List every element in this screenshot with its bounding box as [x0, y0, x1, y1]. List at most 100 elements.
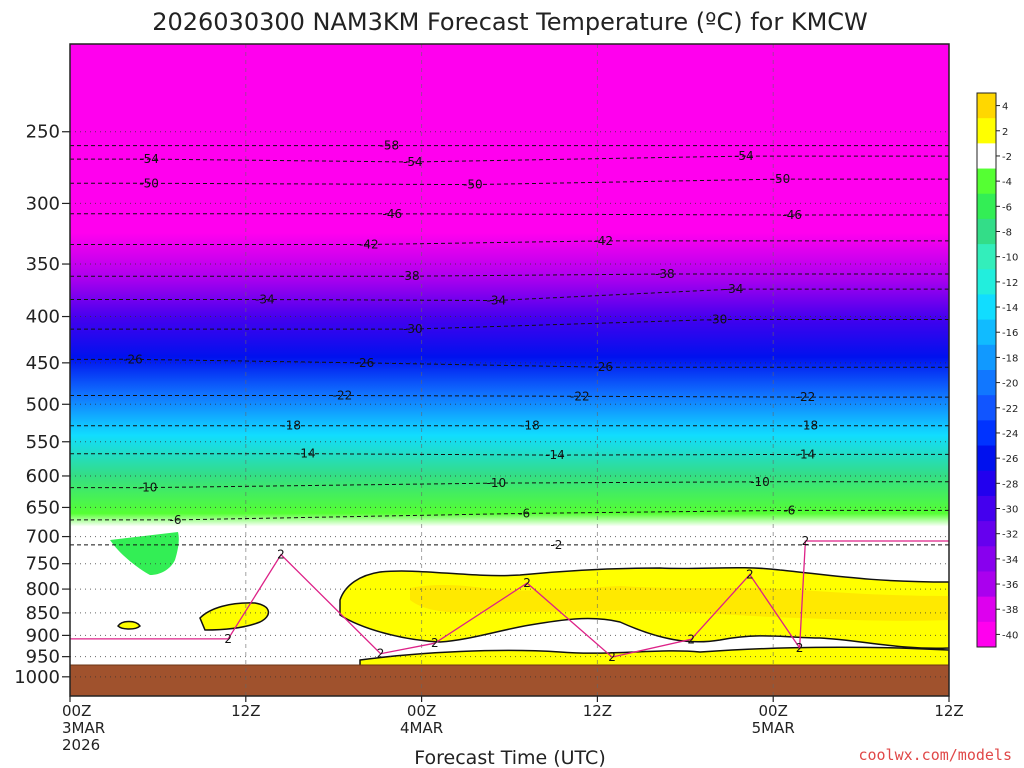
- y-axis: 2503003504004505005506006507007508008509…: [14, 122, 70, 688]
- colorbar-label: 4: [1002, 102, 1008, 113]
- contour-label: -38: [655, 267, 675, 281]
- contour-label: 2: [277, 548, 285, 562]
- colorbar-swatch: [977, 621, 996, 648]
- contour-label: -42: [593, 234, 613, 248]
- contour-label: -6: [169, 513, 181, 527]
- colorbar-label: -22: [1002, 404, 1018, 415]
- contour-label: -2: [550, 538, 562, 552]
- contour-label: -18: [281, 419, 301, 433]
- credit-text: coolwx.com/models: [858, 746, 1012, 764]
- colorbar-swatch: [977, 319, 996, 346]
- contour-lines: -58-54 -54 -54-50 -50 -50-46 -46-42 -42-38 -38-…: [70, 139, 949, 664]
- colorbar-swatch: [977, 143, 996, 170]
- colorbar-label: -16: [1002, 328, 1018, 339]
- colorbar-swatch: [977, 470, 996, 497]
- contour-label: -38: [400, 269, 420, 283]
- x-tick-label: 2026: [62, 736, 100, 754]
- contour-label: -46: [382, 207, 402, 221]
- x-tick-label: 12Z: [583, 702, 612, 720]
- y-tick-label: 550: [26, 432, 60, 453]
- isotherm-line: [70, 178, 949, 186]
- contour-label: -58: [380, 139, 400, 153]
- y-tick-label: 800: [26, 579, 60, 600]
- colorbar-label: -12: [1002, 278, 1018, 289]
- contour-label: -54: [403, 155, 423, 169]
- plot-area: -58-54 -54 -54-50 -50 -50-46 -46-42 -42-38 -38-…: [70, 44, 949, 696]
- colorbar-swatch: [977, 420, 996, 447]
- colorbar-label: -34: [1002, 555, 1018, 566]
- colorbar-label: -2: [1002, 152, 1012, 163]
- colorbar-swatch: [977, 546, 996, 572]
- contour-label: -50: [139, 176, 159, 190]
- contour-label: 2: [224, 632, 232, 646]
- contour-label: -14: [545, 448, 565, 462]
- y-tick-label: 300: [26, 193, 60, 214]
- contour-label: -34: [724, 282, 744, 296]
- isotherm-line: [70, 155, 949, 163]
- contour-label: 2: [746, 568, 754, 582]
- contour-label: -34: [255, 292, 275, 306]
- colorbar-swatch: [977, 571, 996, 598]
- warm-blob-left: [199, 602, 270, 631]
- x-tick-label: 3MAR: [62, 719, 105, 737]
- y-tick-label: 750: [26, 554, 60, 575]
- colorbar-border: [976, 92, 997, 648]
- isotherm-line: [70, 319, 949, 330]
- colorbar-swatch: [977, 521, 996, 547]
- y-tick-label: 400: [26, 307, 60, 328]
- colorbar-label: -36: [1002, 580, 1018, 591]
- colorbar-label: -18: [1002, 353, 1018, 364]
- colorbar-swatch: [977, 193, 996, 220]
- colorbar-swatch: [977, 244, 996, 270]
- colorbar-label: -6: [1002, 202, 1012, 213]
- warm-layer-orange: [410, 584, 949, 621]
- contour-label: 2: [377, 647, 385, 661]
- y-tick-label: 250: [26, 122, 60, 143]
- colorbar-label: -4: [1002, 177, 1012, 188]
- plot-border: [69, 43, 950, 697]
- isotherm-line: [70, 481, 949, 489]
- colorbar-swatch: [977, 218, 996, 245]
- isotherm-line: [70, 509, 949, 521]
- colorbar-label: -38: [1002, 605, 1018, 616]
- contour-label: -6: [783, 503, 795, 517]
- y-tick-label: 900: [26, 625, 60, 646]
- contour-label: -42: [359, 237, 379, 251]
- contour-label: -18: [799, 419, 819, 433]
- contour-label: 2: [687, 632, 695, 646]
- colorbar-swatch: [977, 395, 996, 421]
- x-tick-label: 00Z: [407, 702, 436, 720]
- isotherm-line: [70, 540, 949, 658]
- y-tick-label: 600: [26, 466, 60, 487]
- cold-tongue: [110, 532, 179, 575]
- y-tick-label: 650: [26, 497, 60, 518]
- colorbar-label: -32: [1002, 530, 1018, 541]
- colorbar-swatch: [977, 445, 996, 472]
- colorbar-swatch: [977, 168, 996, 195]
- y-tick-label: 700: [26, 527, 60, 548]
- contour-label: -26: [593, 360, 613, 374]
- contour-label: -26: [123, 352, 143, 366]
- warm-blob-small: [117, 620, 141, 630]
- contour-label: -54: [139, 152, 159, 166]
- contour-label: -50: [771, 172, 791, 186]
- colorbar-label: -20: [1002, 379, 1018, 390]
- contour-label: 2: [523, 576, 531, 590]
- contour-label: -50: [463, 178, 483, 192]
- colorbar-swatch: [977, 495, 996, 522]
- isotherm-line: [70, 213, 949, 216]
- ground: [70, 665, 949, 696]
- contour-label: 2: [802, 534, 810, 548]
- colorbar: 4 2 -2 -4 -6 -8 -10 -12 -14 -16 -18 -20 -22 -24 -26 -28…: [976, 92, 1018, 648]
- colorbar-swatch: [977, 344, 996, 371]
- contour-label: -26: [355, 356, 375, 370]
- contour-label: 2: [608, 650, 616, 664]
- colorbar-swatch: [977, 269, 996, 295]
- y-tick-label: 500: [26, 394, 60, 415]
- colorbar-swatch: [977, 118, 996, 144]
- contour-label: -10: [750, 475, 770, 489]
- colorbar-swatch: [977, 93, 996, 119]
- contour-label: -22: [333, 389, 353, 403]
